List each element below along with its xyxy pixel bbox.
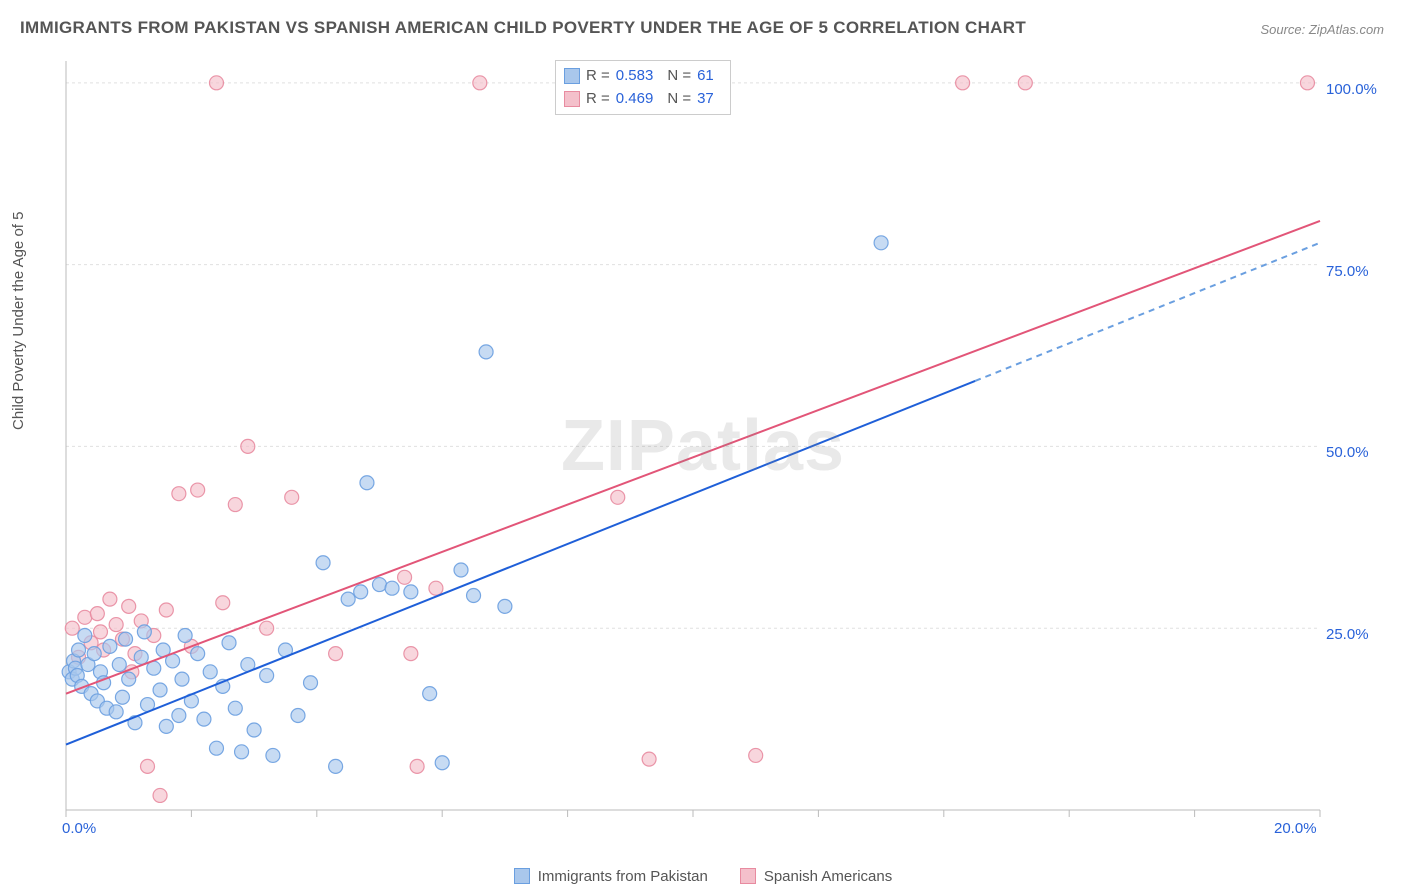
y-tick-label: 50.0% [1326,444,1369,461]
x-tick-label: 20.0% [1274,820,1317,837]
legend-item: Immigrants from Pakistan [514,868,708,885]
series-legend: Immigrants from Pakistan Spanish American… [0,868,1406,889]
legend-stat-row: R = 0.583N = 61 [564,65,722,88]
y-tick-label: 25.0% [1326,626,1369,643]
y-tick-label: 75.0% [1326,263,1369,280]
legend-item: Spanish Americans [740,868,892,885]
y-tick-label: 100.0% [1326,81,1377,98]
y-axis-label: Child Poverty Under the Age of 5 [10,212,27,430]
scatter-plot [60,55,1380,840]
legend-stat-row: R = 0.469N = 37 [564,88,722,111]
source-label: Source: ZipAtlas.com [1260,22,1384,37]
chart-title: IMMIGRANTS FROM PAKISTAN VS SPANISH AMER… [20,18,1026,38]
correlation-legend: R = 0.583N = 61R = 0.469N = 37 [555,60,731,115]
x-tick-label: 0.0% [62,820,96,837]
